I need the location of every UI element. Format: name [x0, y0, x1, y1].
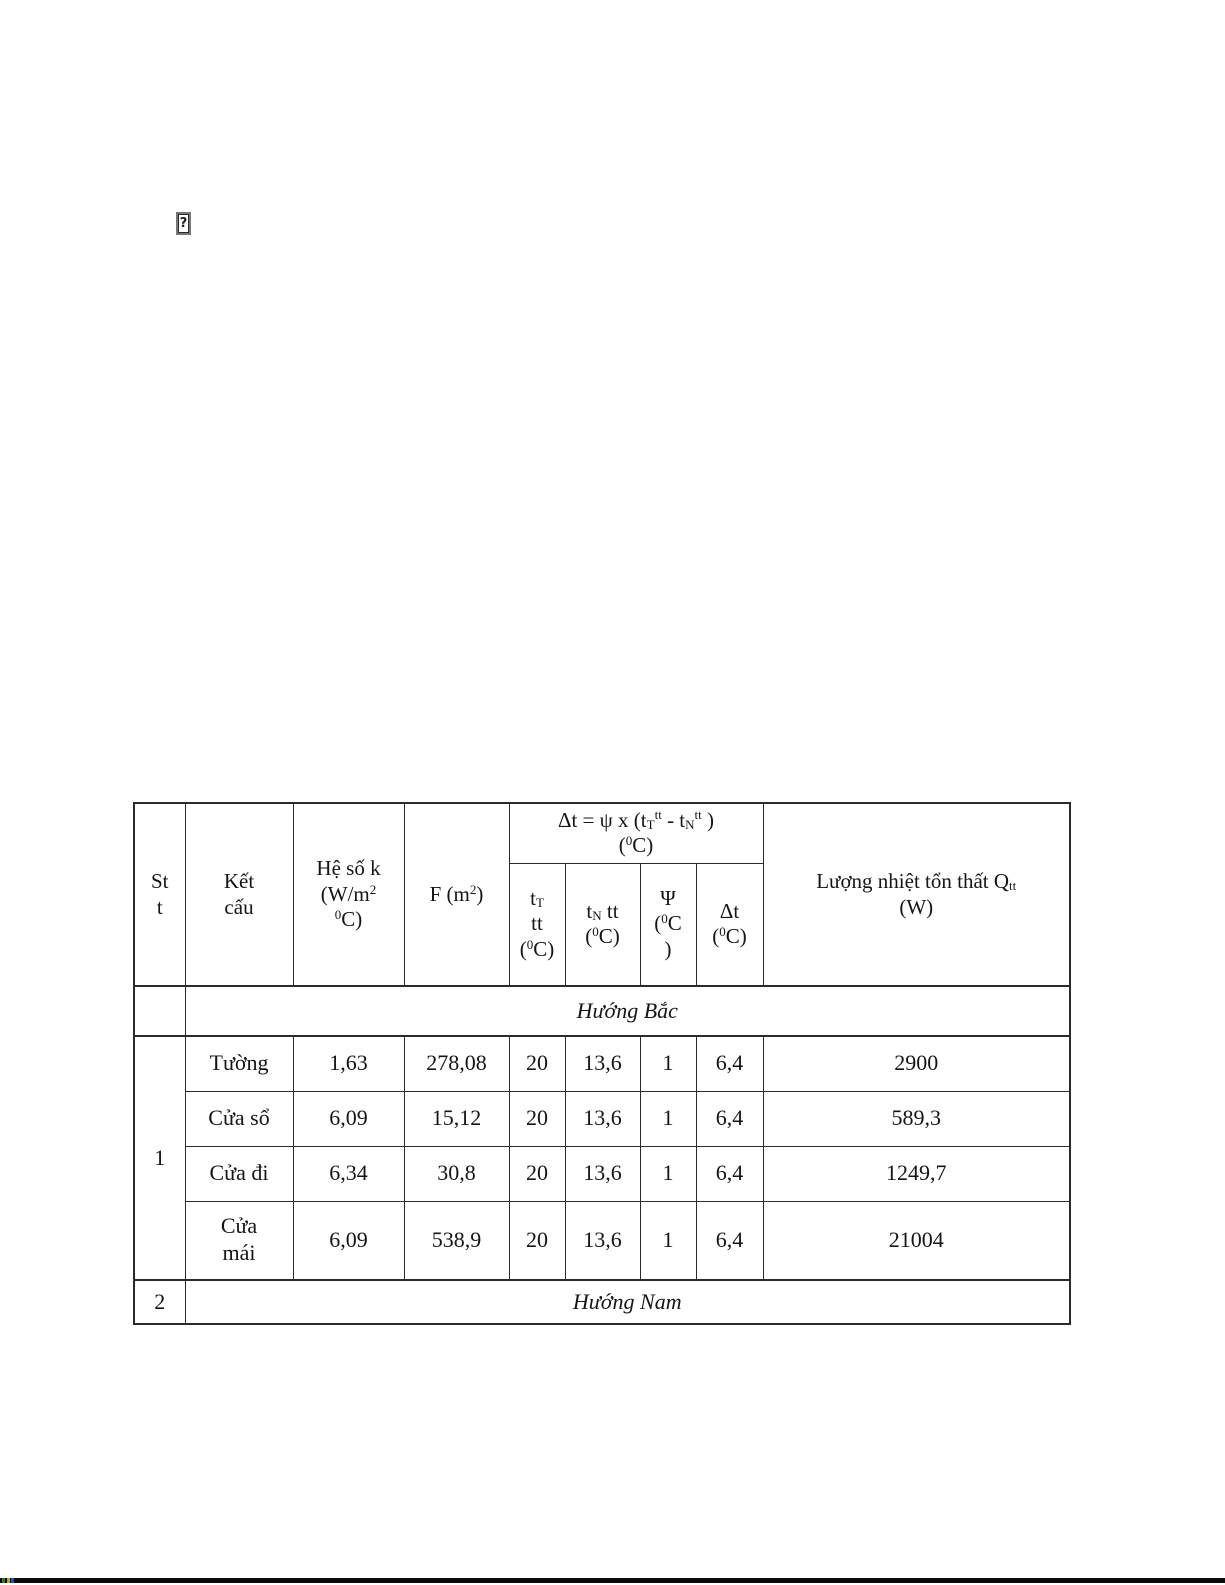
cell-t-interior: 20: [508, 1200, 566, 1281]
cell-t-exterior: 13,6: [564, 1200, 641, 1281]
section-row-north: Hướng Bắc: [133, 985, 1071, 1037]
section-label-south: Hướng Nam: [184, 1279, 1071, 1325]
cell-k: 6,09: [292, 1090, 405, 1147]
col-header-he-so-k: Hệ số k (W/m2 0C): [292, 802, 405, 987]
table-row: Cửa mái 6,09 538,9 20 13,6 1 6,4 21004: [134, 1200, 1071, 1281]
col-header-q-heat-loss: Lượng nhiệt tổn thất Qtt (W): [762, 802, 1071, 987]
col-header-delta-t: Δt (0C): [695, 862, 764, 987]
heat-loss-table: St t Kết cấu Hệ số k (W/m2 0C) F (m2) Δt…: [133, 802, 1071, 1325]
cell-f: 538,9: [403, 1200, 510, 1281]
missing-glyph-box: ?: [176, 212, 191, 235]
cell-group-number: 1: [133, 1035, 186, 1281]
cell-q: 2900: [762, 1035, 1071, 1092]
col-header-ket-cau: Kết cấu: [184, 802, 294, 987]
cell-t-interior: 20: [508, 1090, 566, 1147]
cell-delta-t: 6,4: [695, 1145, 764, 1202]
cell-f: 278,08: [403, 1035, 510, 1092]
cell-t-interior: 20: [508, 1035, 566, 1092]
bottom-edge-artifact-bar: [0, 1578, 1225, 1583]
cell-delta-t: 6,4: [695, 1200, 764, 1281]
cell-t-exterior: 13,6: [564, 1090, 641, 1147]
cell-psi: 1: [639, 1200, 697, 1281]
table-row: Cửa đi 6,34 30,8 20 13,6 1 6,4 1249,7: [134, 1145, 1071, 1202]
section-label-north: Hướng Bắc: [184, 985, 1071, 1037]
cell-stt-empty: [133, 985, 186, 1037]
cell-psi: 1: [639, 1145, 697, 1202]
col-header-delta-t-formula: Δt = ψ x (tTtt - tNtt ) (0C): [508, 802, 764, 864]
cell-k: 6,09: [292, 1200, 405, 1281]
cell-t-interior: 20: [508, 1145, 566, 1202]
artifact-pixel: [7, 1578, 10, 1583]
cell-psi: 1: [639, 1035, 697, 1092]
cell-structure: Cửa đi: [184, 1145, 294, 1202]
cell-structure: Tường: [184, 1035, 294, 1092]
col-header-t-exterior: tN tt (0C): [564, 862, 641, 987]
cell-structure: Cửa sổ: [184, 1090, 294, 1147]
col-header-f-m2: F (m2): [403, 802, 510, 987]
cell-q: 1249,7: [762, 1145, 1071, 1202]
cell-psi: 1: [639, 1090, 697, 1147]
col-header-t-interior: tT tt (0C): [508, 862, 566, 987]
cell-q: 589,3: [762, 1090, 1071, 1147]
cell-t-exterior: 13,6: [564, 1145, 641, 1202]
cell-k: 1,63: [292, 1035, 405, 1092]
artifact-pixel: [2, 1578, 5, 1583]
table-row: Cửa sổ 6,09 15,12 20 13,6 1 6,4 589,3: [134, 1090, 1071, 1147]
table-row: 1 Tường 1,63 278,08 20 13,6 1 6,4 2900: [133, 1035, 1071, 1281]
cell-k: 6,34: [292, 1145, 405, 1202]
cell-f: 30,8: [403, 1145, 510, 1202]
cell-group-number: 2: [133, 1279, 186, 1325]
cell-t-exterior: 13,6: [564, 1035, 641, 1092]
col-header-psi: Ψ (0C ): [639, 862, 697, 987]
section-row-south: 2 Hướng Nam: [133, 1279, 1071, 1325]
cell-f: 15,12: [403, 1090, 510, 1147]
artifact-pixel: [11, 1578, 14, 1583]
cell-delta-t: 6,4: [695, 1035, 764, 1092]
cell-structure: Cửa mái: [184, 1200, 294, 1281]
col-header-stt: St t: [133, 802, 186, 987]
cell-q: 21004: [762, 1200, 1071, 1281]
cell-delta-t: 6,4: [695, 1090, 764, 1147]
